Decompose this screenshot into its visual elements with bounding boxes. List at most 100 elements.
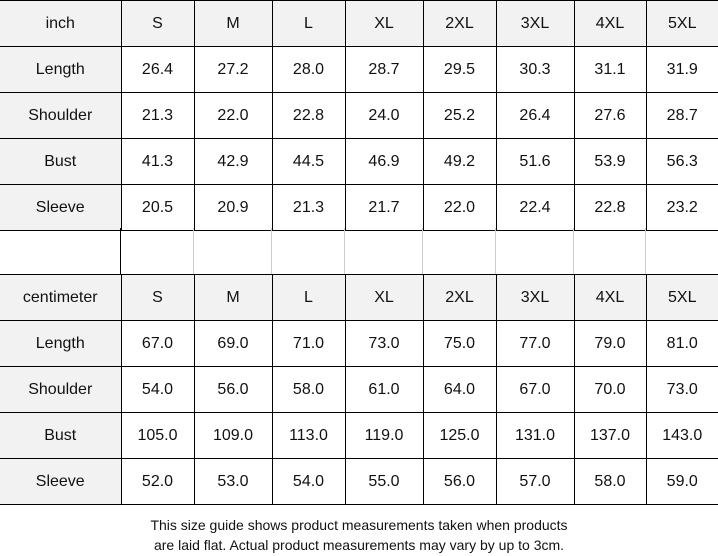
measurement-value: 20.9: [193, 184, 273, 231]
measurement-value: 27.2: [193, 46, 273, 93]
measurement-value: 44.5: [271, 138, 346, 185]
measurement-value: 31.9: [645, 46, 718, 93]
size-header: 5XL: [645, 0, 718, 47]
size-header: M: [193, 274, 273, 321]
measurement-value: 55.0: [344, 458, 424, 505]
measurement-value: 46.9: [344, 138, 424, 185]
size-header: 2XL: [422, 0, 497, 47]
measurement-label: Bust: [0, 138, 122, 185]
measurement-value: 73.0: [645, 366, 718, 413]
measurement-value: 23.2: [645, 184, 718, 231]
size-header: L: [271, 0, 346, 47]
measurement-value: 56.0: [193, 366, 273, 413]
measurement-value: 53.0: [193, 458, 273, 505]
measurement-value: 30.3: [495, 46, 575, 93]
table-spacer-row: [0, 228, 718, 274]
size-header: S: [120, 274, 195, 321]
divider: [193, 228, 194, 274]
size-header: 5XL: [645, 274, 718, 321]
measurement-label: Bust: [0, 412, 122, 459]
header-row: centimeter S M L XL 2XL 3XL 4XL 5XL: [0, 274, 718, 321]
divider: [645, 228, 646, 274]
size-header: 4XL: [573, 0, 647, 47]
measurement-value: 119.0: [344, 412, 424, 459]
size-header: 3XL: [495, 0, 575, 47]
table-row: Shoulder 54.0 56.0 58.0 61.0 64.0 67.0 70.0 73.0: [0, 366, 718, 413]
measurement-value: 58.0: [573, 458, 647, 505]
table-row: Shoulder 21.3 22.0 22.8 24.0 25.2 26.4 27.6 28.7: [0, 92, 718, 139]
measurement-value: 31.1: [573, 46, 647, 93]
measurement-value: 81.0: [645, 320, 718, 367]
size-table-centimeter: centimeter S M L XL 2XL 3XL 4XL 5XL Length 67.0 69.…: [0, 274, 718, 505]
measurement-label: Length: [0, 320, 122, 367]
measurement-value: 59.0: [645, 458, 718, 505]
measurement-value: 51.6: [495, 138, 575, 185]
size-header: M: [193, 0, 273, 47]
measurement-value: 57.0: [495, 458, 575, 505]
measurement-value: 22.0: [422, 184, 497, 231]
table-row: Length 26.4 27.2 28.0 28.7 29.5 30.3 31.1 31.9: [0, 46, 718, 93]
measurement-value: 22.0: [193, 92, 273, 139]
measurement-value: 58.0: [271, 366, 346, 413]
measurement-value: 29.5: [422, 46, 497, 93]
measurement-value: 53.9: [573, 138, 647, 185]
measurement-value: 28.7: [344, 46, 424, 93]
divider: [344, 228, 345, 274]
header-row: inch S M L XL 2XL 3XL 4XL 5XL: [0, 0, 718, 47]
size-header: 2XL: [422, 274, 497, 321]
measurement-value: 56.3: [645, 138, 718, 185]
measurement-label: Shoulder: [0, 366, 122, 413]
table-row: Sleeve 52.0 53.0 54.0 55.0 56.0 57.0 58.0 59.0: [0, 458, 718, 505]
measurement-value: 21.3: [120, 92, 195, 139]
measurement-value: 69.0: [193, 320, 273, 367]
measurement-value: 52.0: [120, 458, 195, 505]
measurement-value: 22.8: [271, 92, 346, 139]
measurement-value: 61.0: [344, 366, 424, 413]
size-table-inch: inch S M L XL 2XL 3XL 4XL 5XL Length 26.4 27.2 28.0 2…: [0, 0, 718, 231]
table-row: Bust 105.0 109.0 113.0 119.0 125.0 131.0 137.0 1…: [0, 412, 718, 459]
measurement-label: Sleeve: [0, 458, 122, 505]
measurement-value: 67.0: [120, 320, 195, 367]
measurement-value: 105.0: [120, 412, 195, 459]
divider: [573, 228, 574, 274]
measurement-label: Length: [0, 46, 122, 93]
measurement-value: 143.0: [645, 412, 718, 459]
measurement-value: 77.0: [495, 320, 575, 367]
unit-label: inch: [0, 0, 122, 47]
size-header: XL: [344, 274, 424, 321]
measurement-value: 28.0: [271, 46, 346, 93]
measurement-label: Shoulder: [0, 92, 122, 139]
measurement-value: 137.0: [573, 412, 647, 459]
measurement-value: 26.4: [495, 92, 575, 139]
size-header: 4XL: [573, 274, 647, 321]
measurement-value: 41.3: [120, 138, 195, 185]
measurement-value: 49.2: [422, 138, 497, 185]
measurement-value: 54.0: [271, 458, 346, 505]
measurement-value: 27.6: [573, 92, 647, 139]
size-header: L: [271, 274, 346, 321]
measurement-value: 20.5: [120, 184, 195, 231]
measurement-value: 125.0: [422, 412, 497, 459]
divider: [422, 228, 423, 274]
measurement-value: 22.8: [573, 184, 647, 231]
measurement-value: 71.0: [271, 320, 346, 367]
measurement-value: 54.0: [120, 366, 195, 413]
measurement-value: 131.0: [495, 412, 575, 459]
note-line-1: This size guide shows product measuremen…: [150, 517, 568, 533]
measurement-value: 21.7: [344, 184, 424, 231]
measurement-value: 24.0: [344, 92, 424, 139]
measurement-value: 109.0: [193, 412, 273, 459]
size-guide-note: This size guide shows product measuremen…: [0, 515, 718, 555]
note-line-2: are laid flat. Actual product measuremen…: [153, 537, 565, 553]
measurement-value: 56.0: [422, 458, 497, 505]
measurement-value: 22.4: [495, 184, 575, 231]
size-header: S: [120, 0, 195, 47]
measurement-value: 75.0: [422, 320, 497, 367]
size-header: XL: [344, 0, 424, 47]
divider: [120, 228, 121, 274]
measurement-value: 64.0: [422, 366, 497, 413]
measurement-value: 25.2: [422, 92, 497, 139]
measurement-value: 73.0: [344, 320, 424, 367]
table-row: Length 67.0 69.0 71.0 73.0 75.0 77.0 79.0 81.0: [0, 320, 718, 367]
table-row: Sleeve 20.5 20.9 21.3 21.7 22.0 22.4 22.8 23.2: [0, 184, 718, 231]
